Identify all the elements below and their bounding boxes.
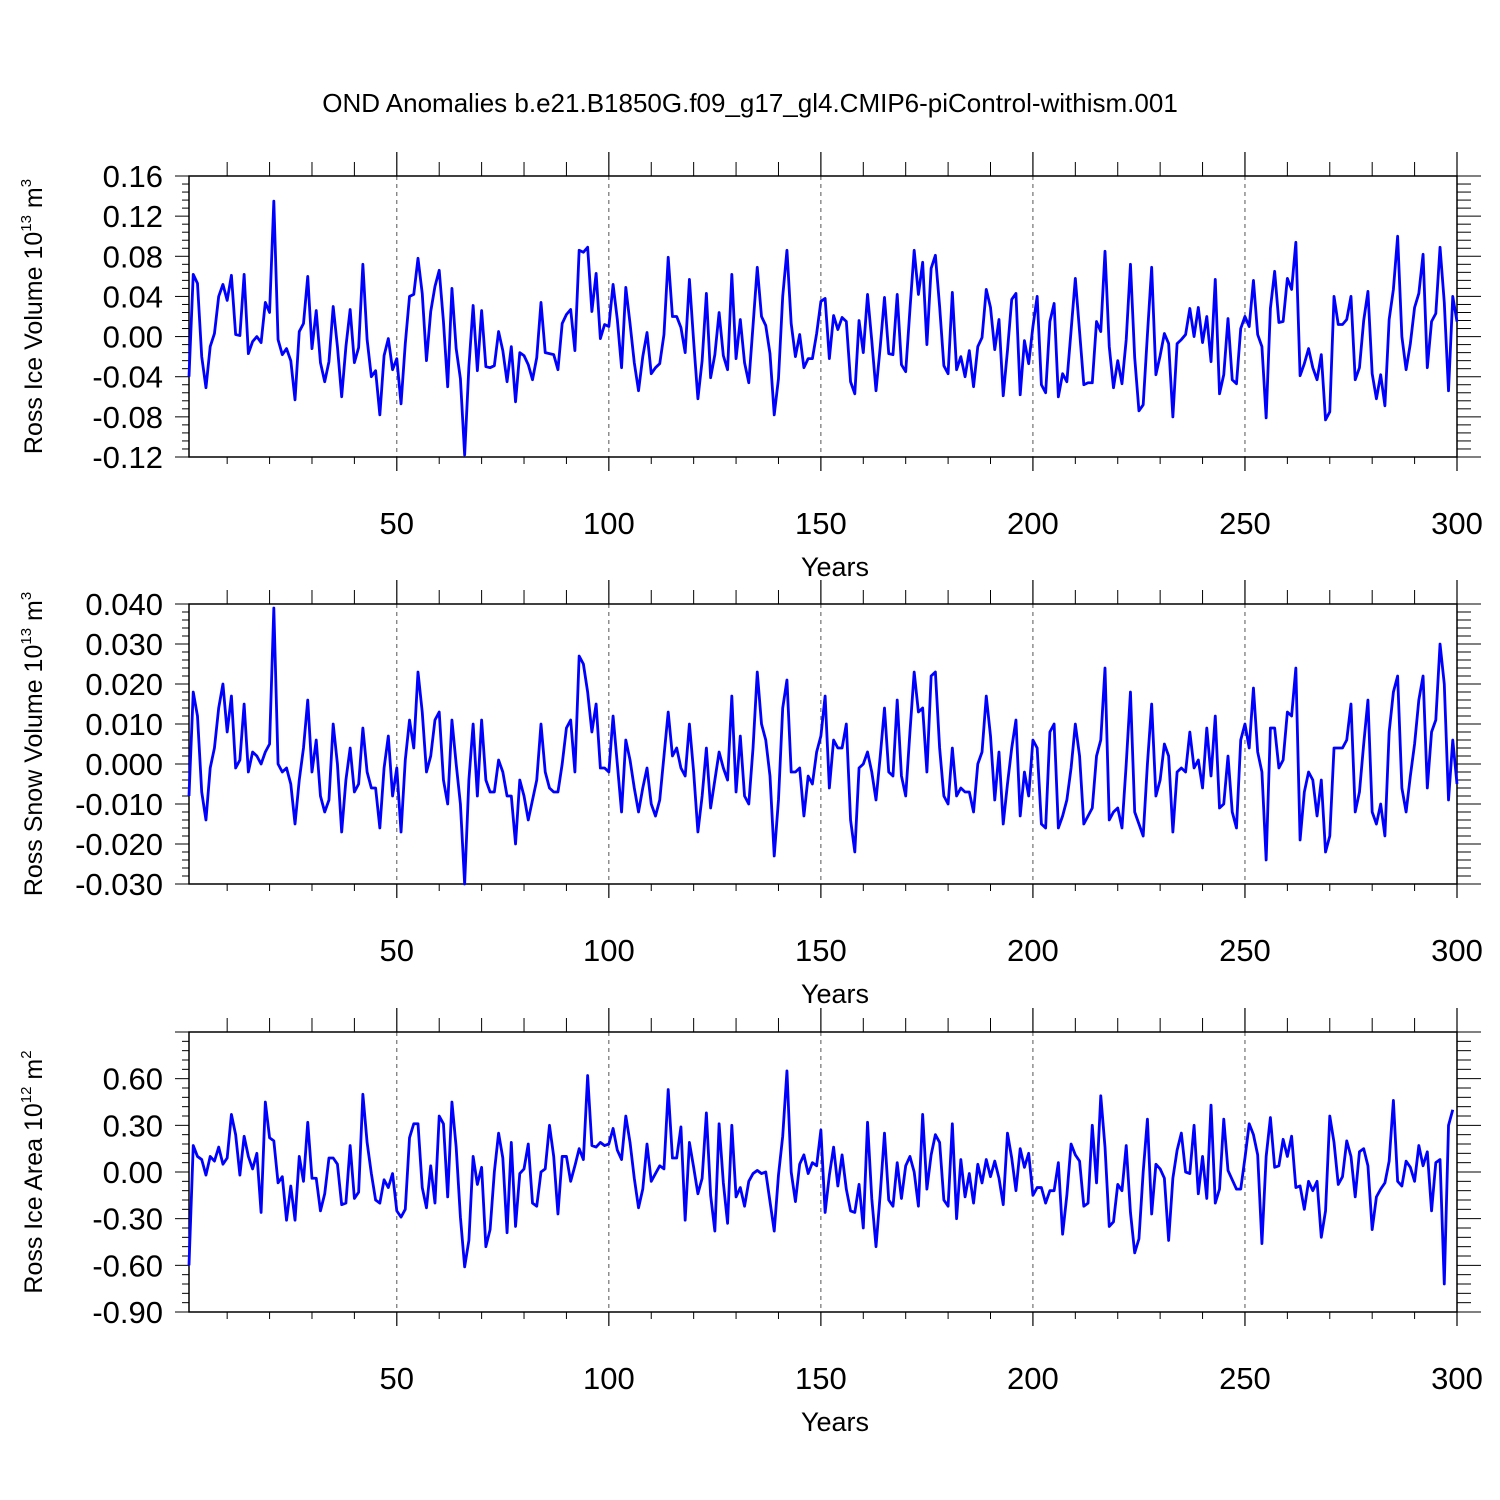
- ice-area-xtick-label: 300: [1431, 1361, 1483, 1396]
- ice-area-xtick-label: 50: [380, 1361, 414, 1396]
- ice-volume-ytick-label: -0.12: [92, 440, 163, 475]
- ice-area-ylabel: Ross Ice Area 1012 m2: [18, 1050, 48, 1293]
- ice-area-ytick-label: -0.60: [92, 1248, 163, 1283]
- snow-volume-ytick-label: 0.020: [85, 667, 163, 702]
- ice-area-frame: [188, 1031, 1458, 1313]
- snow-volume-ytick-label: 0.010: [85, 707, 163, 742]
- ice-area-xtick-label: 150: [795, 1361, 847, 1396]
- ice-area-ytick-label: 0.00: [103, 1155, 163, 1190]
- figure-title: OND Anomalies b.e21.B1850G.f09_g17_gl4.C…: [322, 88, 1178, 118]
- panel-ice-volume: 50 100 150 200 250 300 -0.12 -0.08 -0.04 0.00 0.04…: [18, 152, 1483, 582]
- snow-volume-xtick-label: 100: [583, 933, 635, 968]
- ice-volume-ytick-label: 0.08: [103, 239, 163, 274]
- ice-area-xlabel: Years: [801, 1407, 869, 1437]
- ice-area-xtick-label: 200: [1007, 1361, 1059, 1396]
- ice-volume-xtick-label: 200: [1007, 506, 1059, 541]
- snow-volume-xtick-label: 150: [795, 933, 847, 968]
- ice-volume-ytick-label: 0.04: [103, 279, 163, 314]
- ice-volume-xtick-label: 50: [380, 506, 414, 541]
- snow-volume-xlabel: Years: [801, 979, 869, 1009]
- ice-area-xtick-label: 250: [1219, 1361, 1271, 1396]
- ice-area-ytick-label: -0.90: [92, 1295, 163, 1330]
- snow-volume-ytick-label: -0.020: [75, 827, 163, 862]
- snow-volume-ytick-label: -0.030: [75, 867, 163, 902]
- ice-volume-ylabel: Ross Ice Volume 1013 m3: [18, 179, 48, 454]
- snow-volume-ytick-label: 0.030: [85, 627, 163, 662]
- snow-volume-xtick-label: 250: [1219, 933, 1271, 968]
- snow-volume-ytick-label: 0.040: [85, 587, 163, 622]
- ice-volume-xtick-label: 250: [1219, 506, 1271, 541]
- ice-area-ytick-label: 0.60: [103, 1062, 163, 1097]
- ice-area-xtick-label: 100: [583, 1361, 635, 1396]
- ice-area-series-line: [187, 1069, 1455, 1286]
- snow-volume-ylabel: Ross Snow Volume 1013 m3: [18, 592, 48, 896]
- snow-volume-frame: [188, 603, 1458, 885]
- snow-volume-ytick-label: -0.010: [75, 787, 163, 822]
- panel-ice-area: 50 100 150 200 250 300 -0.90 -0.60 -0.30 0.00 0.30…: [18, 1008, 1483, 1437]
- ice-volume-xtick-label: 150: [795, 506, 847, 541]
- ice-volume-ytick-label: 0.12: [103, 199, 163, 234]
- ice-volume-series-line: [187, 199, 1459, 457]
- snow-volume-ytick-label: 0.000: [85, 747, 163, 782]
- ice-area-ytick-label: 0.30: [103, 1108, 163, 1143]
- ice-volume-ytick-label: 0.16: [103, 159, 163, 194]
- ice-volume-ytick-label: -0.08: [92, 400, 163, 435]
- snow-volume-xtick-label: 200: [1007, 933, 1059, 968]
- snow-volume-series-line: [187, 606, 1459, 886]
- panel-snow-volume: 50 100 150 200 250 300 -0.030 -0.020 -0.010 0.000…: [18, 580, 1483, 1009]
- panels: 50 100 150 200 250 300 -0.12 -0.08 -0.04 0.00 0.04…: [18, 152, 1483, 1437]
- ice-volume-xtick-label: 300: [1431, 506, 1483, 541]
- ice-volume-xtick-label: 100: [583, 506, 635, 541]
- snow-volume-xtick-label: 50: [380, 933, 414, 968]
- ice-volume-ytick-label: -0.04: [92, 360, 163, 395]
- snow-volume-xtick-label: 300: [1431, 933, 1483, 968]
- ice-area-ytick-label: -0.30: [92, 1202, 163, 1237]
- ice-volume-ytick-label: 0.00: [103, 320, 163, 355]
- ice-volume-xlabel: Years: [801, 552, 869, 582]
